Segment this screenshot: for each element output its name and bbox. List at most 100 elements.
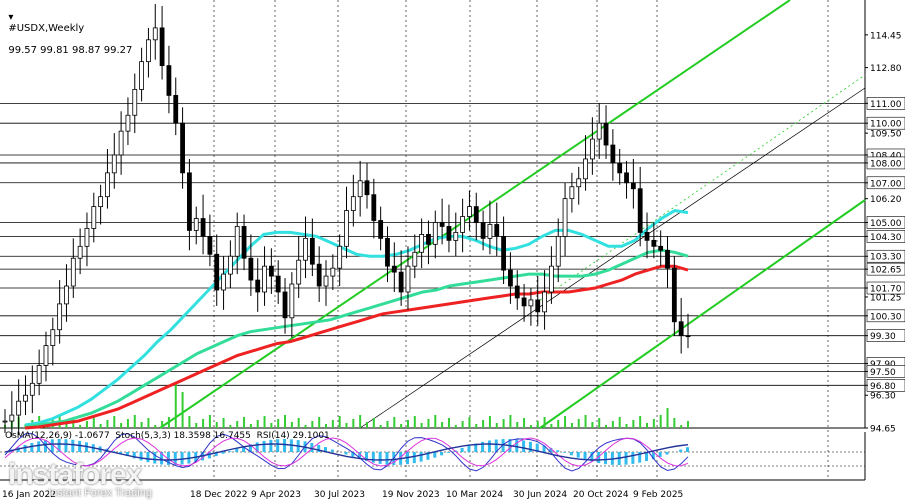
channel-lower-line <box>539 199 866 429</box>
volume-bar <box>147 418 150 428</box>
price-candle-body <box>569 186 575 200</box>
price-candle-body <box>337 245 343 269</box>
y-tick-label: 94.65 <box>870 425 896 435</box>
y-tick-label: 96.80 <box>870 382 896 392</box>
osma-bar <box>651 452 655 460</box>
osma-bar <box>64 439 68 452</box>
indicator-label: OsMA(12,26,9) -1.0677 Stoch(5,3,3) 18.35… <box>5 431 330 441</box>
volume-bar <box>509 415 512 428</box>
price-candle-body <box>57 303 63 331</box>
price-candle-body <box>685 335 691 338</box>
volume-bar <box>605 425 608 428</box>
osma-bar <box>597 452 601 464</box>
osma-bar <box>371 452 375 463</box>
watermark-logo: instaforex Instant Forex Trading <box>8 458 152 499</box>
volume-bar <box>557 420 560 428</box>
price-candle-body <box>152 27 158 41</box>
x-tick-label: 10 Mar 2024 <box>446 490 503 500</box>
y-tick-label: 105.00 <box>870 219 902 229</box>
osma-bar <box>569 452 573 456</box>
price-candle-body <box>268 265 274 277</box>
volume-bar <box>400 424 403 428</box>
volume-bar <box>673 418 676 428</box>
x-axis: 16 Jan 2022 18 Dec 2022 9 Apr 2023 30 Jul 2… <box>2 490 683 500</box>
osma-bar <box>57 439 61 452</box>
price-candle-body <box>50 329 56 346</box>
osma-bar <box>324 447 328 452</box>
price-candle-body <box>562 198 568 237</box>
price-candle-body <box>630 182 636 190</box>
volume-bar <box>372 418 375 428</box>
price-candle-body <box>262 265 267 293</box>
osma-bar <box>590 452 594 462</box>
osma-bar <box>604 452 608 465</box>
price-candle-body <box>214 253 220 291</box>
price-candle-body <box>460 216 466 233</box>
volume-bar <box>140 422 143 428</box>
volume-bar <box>646 423 649 428</box>
price-candle-body <box>624 172 629 184</box>
symbol-label: #USDX,Weekly <box>8 23 85 34</box>
osma-bar <box>160 452 164 465</box>
volume-bar <box>215 422 218 428</box>
osma-bar <box>146 452 150 463</box>
y-tick-label: 108.40 <box>870 151 902 161</box>
volume-bar <box>99 424 102 428</box>
y-tick-label: 101.25 <box>870 293 902 303</box>
osma-bar <box>686 447 689 452</box>
price-candle-body <box>118 130 124 156</box>
price-candle-body <box>419 234 425 253</box>
volume-bar <box>113 416 116 428</box>
osma-bar <box>78 440 82 452</box>
volume-bar <box>120 423 123 428</box>
volume-bar <box>598 418 601 428</box>
volume-bar <box>543 417 546 428</box>
price-candle-body <box>426 234 431 245</box>
ema-red-line <box>24 264 689 430</box>
volume-bar <box>222 418 225 428</box>
y-tick-label: 107.00 <box>870 179 902 189</box>
price-candle-body <box>644 232 650 241</box>
volume-bar <box>591 422 594 428</box>
channel-mid-line <box>359 87 866 429</box>
stoch-signal-line <box>4 437 689 467</box>
price-candle-body <box>549 265 554 293</box>
volume-bar <box>297 418 300 428</box>
price-candle-body <box>467 206 472 217</box>
volume-bar <box>639 416 642 428</box>
osma-bar <box>344 452 348 455</box>
moving-averages <box>24 209 689 430</box>
volume-bar <box>154 425 157 428</box>
dropdown-arrow-icon[interactable]: ▾ <box>8 12 14 23</box>
osma-bar <box>310 442 314 452</box>
price-candle-body <box>398 271 404 293</box>
volume-bar <box>570 423 573 428</box>
volume-bar <box>687 421 689 428</box>
chart-header: ▾ #USDX,Weekly 99.57 99.81 98.87 99.27 <box>2 1 132 56</box>
price-candle-body <box>589 138 595 160</box>
price-candle-body <box>508 269 513 287</box>
y-tick-label: 109.50 <box>870 130 902 140</box>
osma-bar <box>30 442 34 452</box>
volume-bar <box>652 419 655 428</box>
volume-bar <box>502 419 505 428</box>
volume-bar <box>447 418 450 428</box>
volume-bar <box>345 423 348 428</box>
osma-bar <box>460 447 464 452</box>
price-candle-body <box>617 162 623 174</box>
price-candle-body <box>658 245 664 251</box>
volume-bar <box>65 422 68 428</box>
price-candle-body <box>596 122 602 140</box>
osma-bar <box>125 452 129 457</box>
volume-bar <box>188 416 191 428</box>
price-candle-body <box>357 180 363 198</box>
price-candle-body <box>473 206 479 223</box>
volume-bar <box>318 417 321 428</box>
volume-bar <box>666 408 669 428</box>
volume-bar <box>379 425 382 428</box>
price-candle-body <box>248 257 254 281</box>
price-candle-body <box>166 65 172 96</box>
osma-bar <box>419 452 423 462</box>
y-tick-label: 101.70 <box>870 285 902 295</box>
